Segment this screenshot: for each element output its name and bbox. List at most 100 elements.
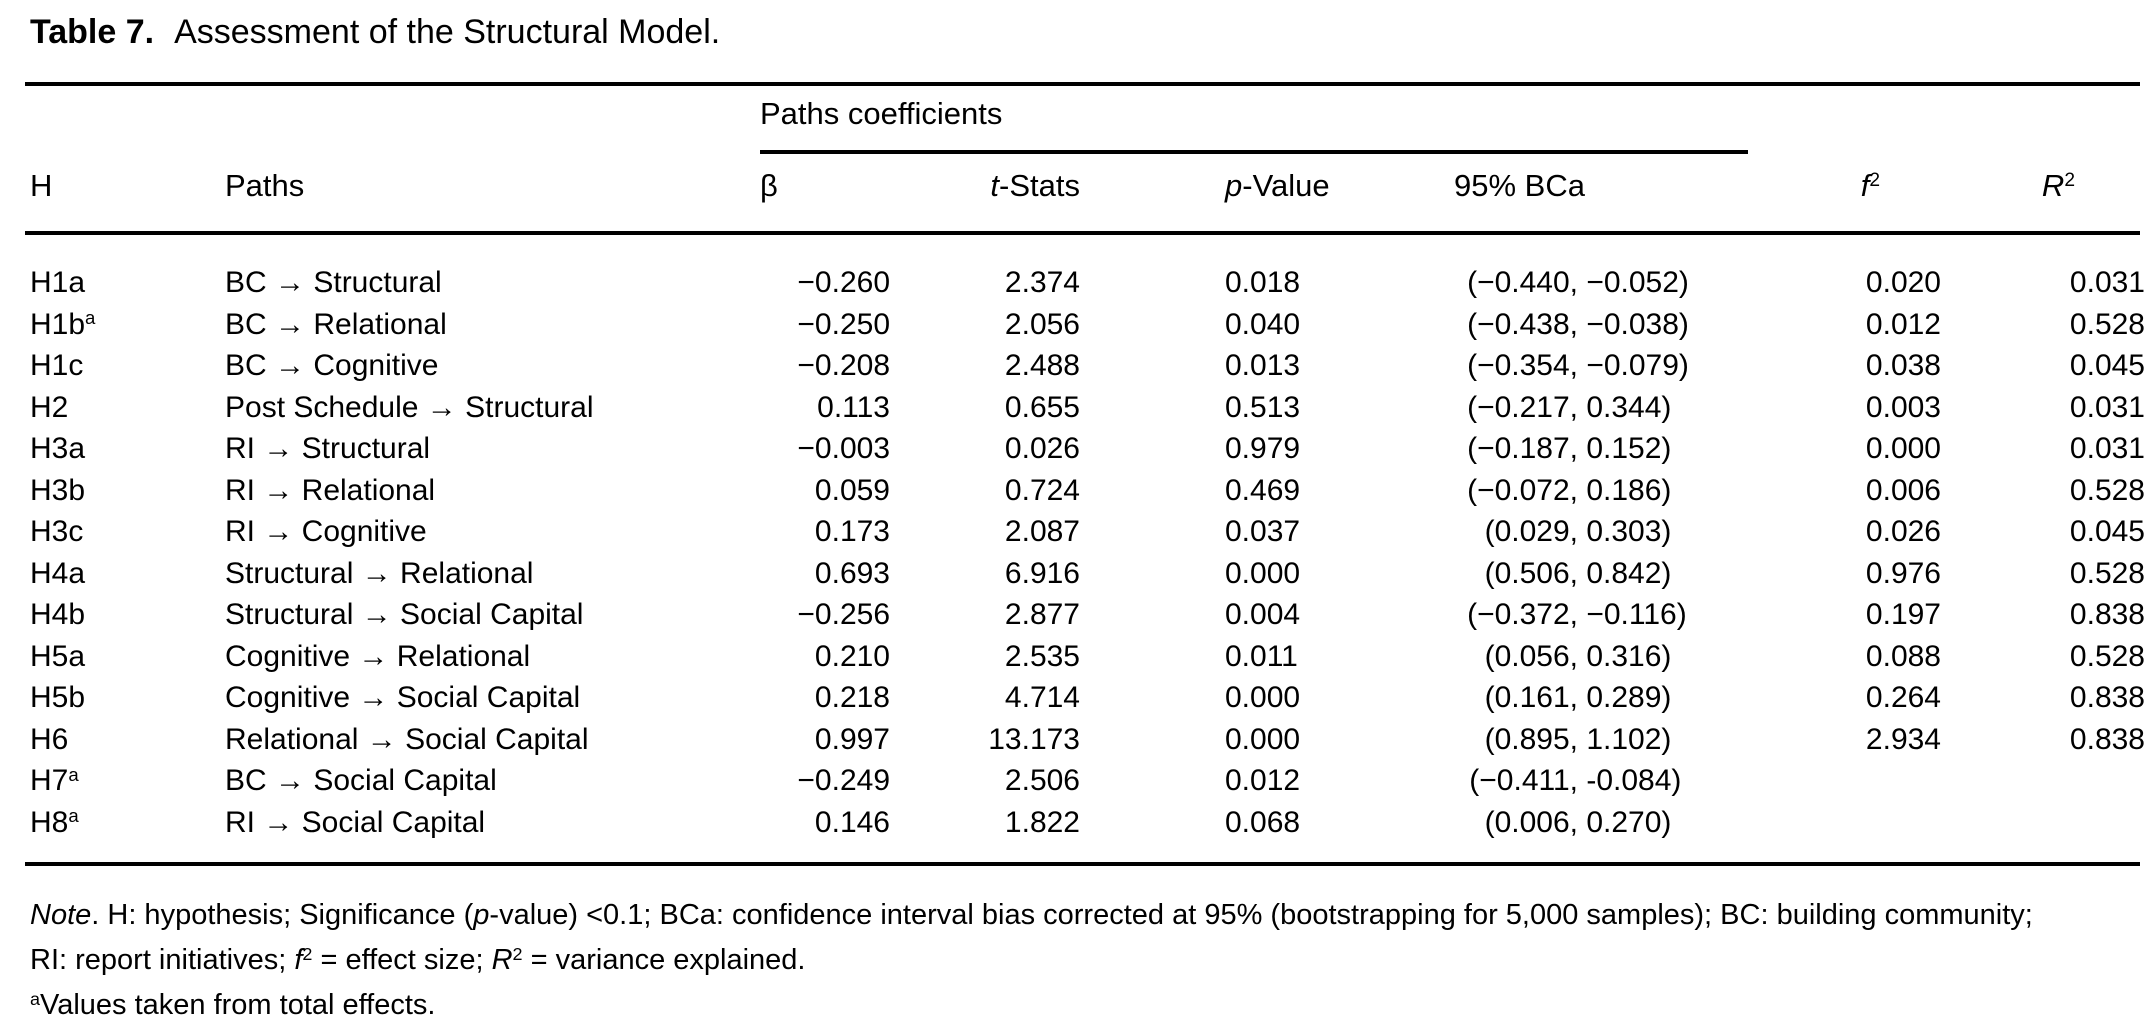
table-row: H5b Cognitive → Social Capital 0.218 4.714 0… [30, 677, 2150, 719]
cell-bca: (−0.217, 0.344) [1467, 390, 1672, 424]
table-caption: Assessment of the Structural Model. [174, 13, 721, 51]
cell-f2: 0.197 [1865, 598, 1941, 631]
cell-r2 [1950, 802, 2150, 844]
cell-beta: 0.059 [814, 473, 890, 507]
cell-pvalue: 0.040 [1225, 307, 1301, 341]
cell-hypothesis: H3b [30, 473, 86, 507]
cell-beta: −0.003 [797, 432, 890, 465]
note-line-1: Note. H: hypothesis; Significance (p-val… [30, 899, 2033, 931]
footnote-marker: a [68, 805, 79, 827]
cell-path: RI → Cognitive [225, 515, 427, 548]
cell-beta: 0.997 [814, 722, 890, 756]
table-row: H1ba BC → Relational −0.250 2.056 0.040 (−0.4… [30, 304, 2150, 346]
cell-tstats: 2.877 [1004, 598, 1080, 631]
footnote-marker: a [85, 307, 96, 329]
cell-path: Cognitive → Social Capital [225, 681, 581, 714]
cell-bca: (0.056, 0.316) [1484, 639, 1672, 673]
col-header-bca: 95% BCa [1454, 168, 1585, 203]
cell-pvalue: 0.011 [1225, 639, 1298, 673]
cell-hypothesis: H4a [30, 556, 86, 590]
cell-pvalue: 0.000 [1225, 681, 1301, 714]
cell-tstats: 0.655 [1004, 390, 1080, 424]
cell-f2: 0.012 [1865, 307, 1941, 341]
cell-r2: 0.031 [2069, 390, 2145, 424]
cell-hypothesis: H3c [30, 515, 84, 548]
cell-pvalue: 0.004 [1225, 598, 1301, 631]
cell-tstats: 0.724 [1004, 473, 1080, 507]
cell-r2: 0.045 [2069, 349, 2145, 382]
cell-f2: 0.976 [1865, 556, 1941, 590]
cell-path: Post Schedule → Structural [225, 390, 594, 424]
cell-hypothesis: H5a [30, 639, 86, 673]
cell-r2: 0.528 [2069, 639, 2145, 673]
cell-r2: 0.528 [2069, 556, 2145, 590]
cell-bca: (−0.354, −0.079) [1467, 349, 1689, 382]
table-note: Note. H: hypothesis; Significance (p-val… [30, 893, 2142, 1028]
cell-beta: −0.256 [797, 598, 890, 631]
cell-hypothesis: H5b [30, 681, 86, 714]
cell-bca: (0.006, 0.270) [1484, 805, 1672, 839]
table-row: H8a RI → Social Capital 0.146 1.822 0.068 (0.… [30, 802, 2150, 844]
col-header-tstats: t-Stats [990, 168, 1080, 203]
cell-f2: 0.088 [1865, 639, 1941, 673]
table-row: H1c BC → Cognitive −0.208 2.488 0.013 (−0.354… [30, 345, 2150, 387]
cell-tstats: 1.822 [1004, 805, 1080, 839]
cell-path: RI → Social Capital [225, 805, 486, 839]
cell-pvalue: 0.469 [1225, 473, 1301, 507]
cell-f2: 0.264 [1865, 681, 1941, 714]
table-row: H4b Structural → Social Capital −0.256 2.87… [30, 594, 2150, 636]
column-headers: H Paths β t-Stats p-Value 95% BCa f2 R2 [30, 166, 2150, 206]
cell-bca: (−0.187, 0.152) [1467, 432, 1672, 465]
cell-pvalue: 0.513 [1225, 390, 1301, 424]
cell-path: Structural → Social Capital [225, 598, 584, 631]
table-row: H3a RI → Structural −0.003 0.026 0.979 (−0.18… [30, 428, 2150, 470]
cell-f2: 2.934 [1865, 722, 1941, 756]
cell-pvalue: 0.000 [1225, 556, 1301, 590]
cell-pvalue: 0.000 [1225, 722, 1301, 756]
cell-f2: 0.038 [1865, 349, 1941, 382]
cell-beta: −0.260 [797, 266, 890, 299]
cell-f2: 0.000 [1865, 432, 1941, 465]
cell-pvalue: 0.068 [1225, 805, 1301, 839]
table-bottom-rule [25, 862, 2140, 866]
table-row: H3b RI → Relational 0.059 0.724 0.469 (−0.072… [30, 470, 2150, 512]
cell-pvalue: 0.037 [1225, 515, 1301, 548]
cell-beta: −0.249 [797, 764, 890, 797]
cell-hypothesis: H6 [30, 722, 69, 756]
column-group-header: Paths coefficients [760, 96, 1003, 131]
cell-hypothesis: H2 [30, 390, 69, 424]
cell-bca: (−0.072, 0.186) [1467, 473, 1672, 507]
table-row: H5a Cognitive → Relational 0.210 2.535 0.011… [30, 636, 2150, 678]
cell-hypothesis: H7a [30, 763, 79, 797]
cell-r2: 0.528 [2069, 307, 2145, 341]
cell-r2: 0.838 [2069, 681, 2145, 714]
cell-f2: 0.020 [1865, 266, 1941, 299]
cell-path: BC → Cognitive [225, 349, 439, 382]
cell-tstats: 2.087 [1004, 515, 1080, 548]
note-line-2: RI: report initiatives; f2 = effect size… [30, 944, 806, 976]
table-number: Table 7. [30, 13, 155, 51]
footnote-marker: a [68, 763, 79, 785]
cell-f2: 0.026 [1865, 515, 1941, 548]
cell-path: BC → Structural [225, 266, 442, 299]
cell-r2: 0.838 [2069, 722, 2145, 756]
cell-beta: 0.218 [814, 681, 890, 714]
cell-beta: 0.210 [814, 639, 890, 673]
cell-f2: 0.003 [1865, 390, 1941, 424]
table-row: H7a BC → Social Capital −0.249 2.506 0.012 (−… [30, 760, 2150, 802]
cell-tstats: 0.026 [1004, 432, 1080, 465]
cell-r2: 0.528 [2069, 473, 2145, 507]
cell-f2: 0.006 [1865, 473, 1941, 507]
col-header-f2: f2 [1860, 168, 1880, 203]
top-rule [25, 82, 2140, 86]
cell-r2: 0.031 [2069, 266, 2145, 299]
col-header-paths: Paths [225, 168, 305, 203]
cell-tstats: 2.056 [1004, 307, 1080, 341]
col-header-r2: R2 [2041, 168, 2075, 203]
cell-pvalue: 0.012 [1225, 764, 1301, 797]
cell-hypothesis: H4b [30, 598, 86, 631]
cell-tstats: 2.506 [1004, 764, 1080, 797]
cell-f2 [1820, 760, 1950, 802]
table-row: H2 Post Schedule → Structural 0.113 0.655 0.… [30, 387, 2150, 429]
